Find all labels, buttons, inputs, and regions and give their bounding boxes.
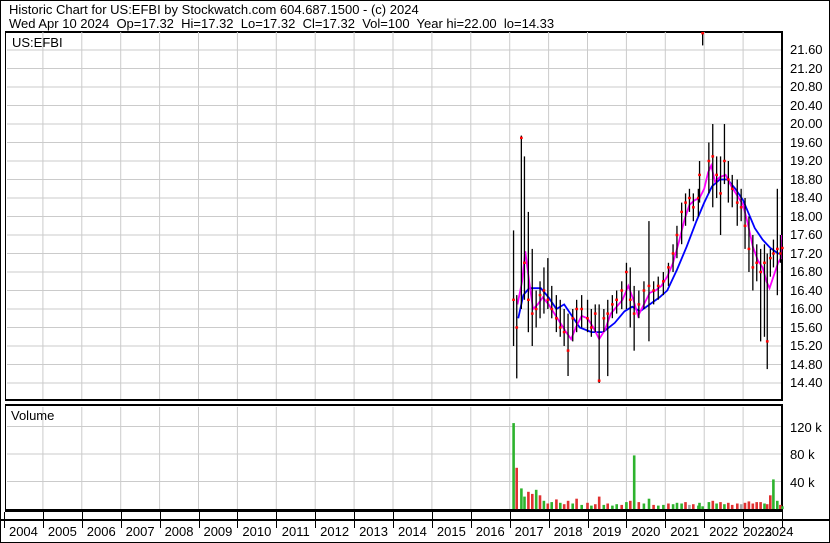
- year-tickmark: [743, 512, 745, 519]
- year-tickmark: [665, 512, 667, 519]
- year-tickmark: [665, 521, 667, 528]
- year-label: 2004: [8, 524, 38, 539]
- price-tick-label: 17.20: [790, 245, 823, 261]
- year-label: 2013: [359, 524, 388, 539]
- year-tickmark: [548, 521, 550, 528]
- year-label: 2018: [553, 524, 583, 539]
- year-label: 2015: [436, 524, 466, 539]
- price-tick-label: 21.20: [790, 60, 823, 76]
- year-label: 2020: [631, 524, 661, 539]
- price-tick-label: 16.00: [790, 301, 823, 316]
- volume-tick-label: 40 k: [790, 474, 815, 490]
- year-tickmark: [354, 512, 356, 519]
- year-label: 2005: [47, 524, 77, 539]
- price-tick-label: 20.40: [790, 97, 823, 113]
- year-tickmark: [237, 512, 239, 519]
- year-label: 2012: [320, 524, 350, 539]
- year-label: 2014: [397, 524, 427, 539]
- price-tick-label: 21.60: [790, 42, 823, 57]
- year-label: 2022: [709, 524, 739, 539]
- year-tickmark: [276, 512, 278, 519]
- year-tickmark: [782, 512, 783, 519]
- year-tickmark: [354, 521, 356, 528]
- year-tickmark: [42, 521, 44, 528]
- year-tickmark: [548, 512, 550, 519]
- year-tickmark: [159, 521, 161, 528]
- time-axis-line: [1, 519, 829, 521]
- price-chart-panel: [5, 31, 783, 401]
- year-tickmark: [120, 521, 122, 528]
- year-label: 2019: [592, 524, 622, 539]
- price-tick-label: 14.40: [790, 375, 823, 390]
- year-tickmark: [431, 521, 433, 528]
- volume-panel-label: Volume: [11, 408, 55, 423]
- year-tickmark: [315, 512, 317, 519]
- year-tickmark: [704, 512, 706, 519]
- year-tickmark: [198, 521, 200, 528]
- price-tick-label: 16.40: [790, 282, 823, 298]
- price-tick-label: 20.00: [790, 116, 823, 131]
- year-tickmark: [159, 512, 161, 519]
- price-tick-label: 18.00: [790, 208, 823, 224]
- year-tickmark: [393, 512, 394, 519]
- price-tick-label: 15.20: [790, 338, 823, 353]
- volume-chart-panel: [5, 404, 783, 512]
- year-tickmark: [315, 521, 317, 528]
- year-label: 2009: [203, 524, 233, 539]
- year-tickmark: [81, 512, 83, 519]
- price-tick-label: 19.20: [790, 153, 823, 168]
- price-tick-label: 17.60: [790, 227, 823, 242]
- year-label: 2010: [242, 524, 272, 539]
- year-tickmark: [81, 521, 83, 528]
- volume-tick-label: 80 k: [790, 447, 815, 462]
- year-tickmark: [393, 521, 394, 528]
- chart-title: Historic Chart for US:EFBI by Stockwatch…: [9, 2, 419, 17]
- year-label: 2011: [281, 524, 310, 539]
- year-label: 2006: [86, 524, 116, 539]
- year-label: 2024: [764, 524, 794, 539]
- year-tickmark: [4, 521, 5, 528]
- year-tickmark: [42, 512, 44, 519]
- year-tickmark: [198, 512, 200, 519]
- price-tick-label: 16.80: [790, 264, 823, 279]
- price-tick-label: 19.60: [790, 134, 823, 150]
- year-tickmark: [276, 521, 278, 528]
- year-tickmark: [237, 521, 239, 528]
- year-label: 2016: [475, 524, 505, 539]
- volume-tick-label: 120 k: [790, 419, 822, 435]
- price-tick-label: 18.40: [790, 190, 823, 205]
- year-label: 2008: [164, 524, 194, 539]
- symbol-label: US:EFBI: [12, 35, 63, 50]
- year-tickmark: [509, 521, 511, 528]
- year-label: 2021: [670, 524, 700, 539]
- year-label: 2017: [514, 524, 544, 539]
- year-tickmark: [782, 521, 783, 528]
- year-tickmark: [431, 512, 433, 519]
- quote-summary-line: Wed Apr 10 2024 Op=17.32 Hi=17.32 Lo=17.…: [9, 16, 555, 31]
- price-tick-label: 14.80: [790, 356, 823, 372]
- year-tickmark: [626, 521, 628, 528]
- year-tickmark: [120, 512, 122, 519]
- year-tickmark: [626, 512, 628, 519]
- year-tickmark: [509, 512, 511, 519]
- year-tickmark: [704, 521, 706, 528]
- year-label: 2007: [125, 524, 155, 539]
- year-tickmark: [587, 512, 589, 519]
- year-tickmark: [587, 521, 589, 528]
- year-tickmark: [470, 521, 472, 528]
- price-tick-label: 20.80: [790, 79, 823, 94]
- year-tickmark: [4, 512, 5, 519]
- year-tickmark: [470, 512, 472, 519]
- price-tick-label: 15.60: [790, 319, 823, 335]
- price-tick-label: 18.80: [790, 171, 823, 187]
- year-tickmark: [743, 521, 745, 528]
- year-label: 2023: [743, 524, 772, 539]
